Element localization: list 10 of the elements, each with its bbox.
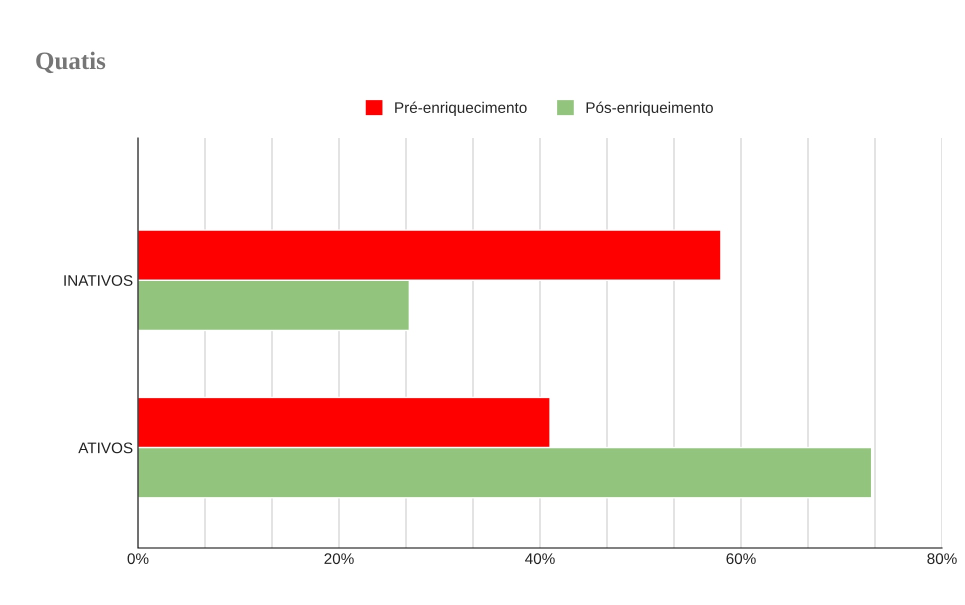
x-tick-label: 60% (726, 553, 756, 564)
y-tick-label: INATIVOS (64, 275, 132, 286)
legend-label: Pós-enriqueimento (586, 102, 713, 116)
x-tick-label: 80% (927, 553, 957, 564)
x-tick-label: 0% (128, 553, 148, 564)
x-tick-label: 40% (525, 553, 555, 564)
chart-title: Quatis (36, 52, 106, 74)
legend-label: Pré-enriquecimento (395, 102, 527, 116)
x-tick-label: 20% (324, 553, 354, 564)
y-tick-label: ATIVOS (78, 442, 132, 454)
